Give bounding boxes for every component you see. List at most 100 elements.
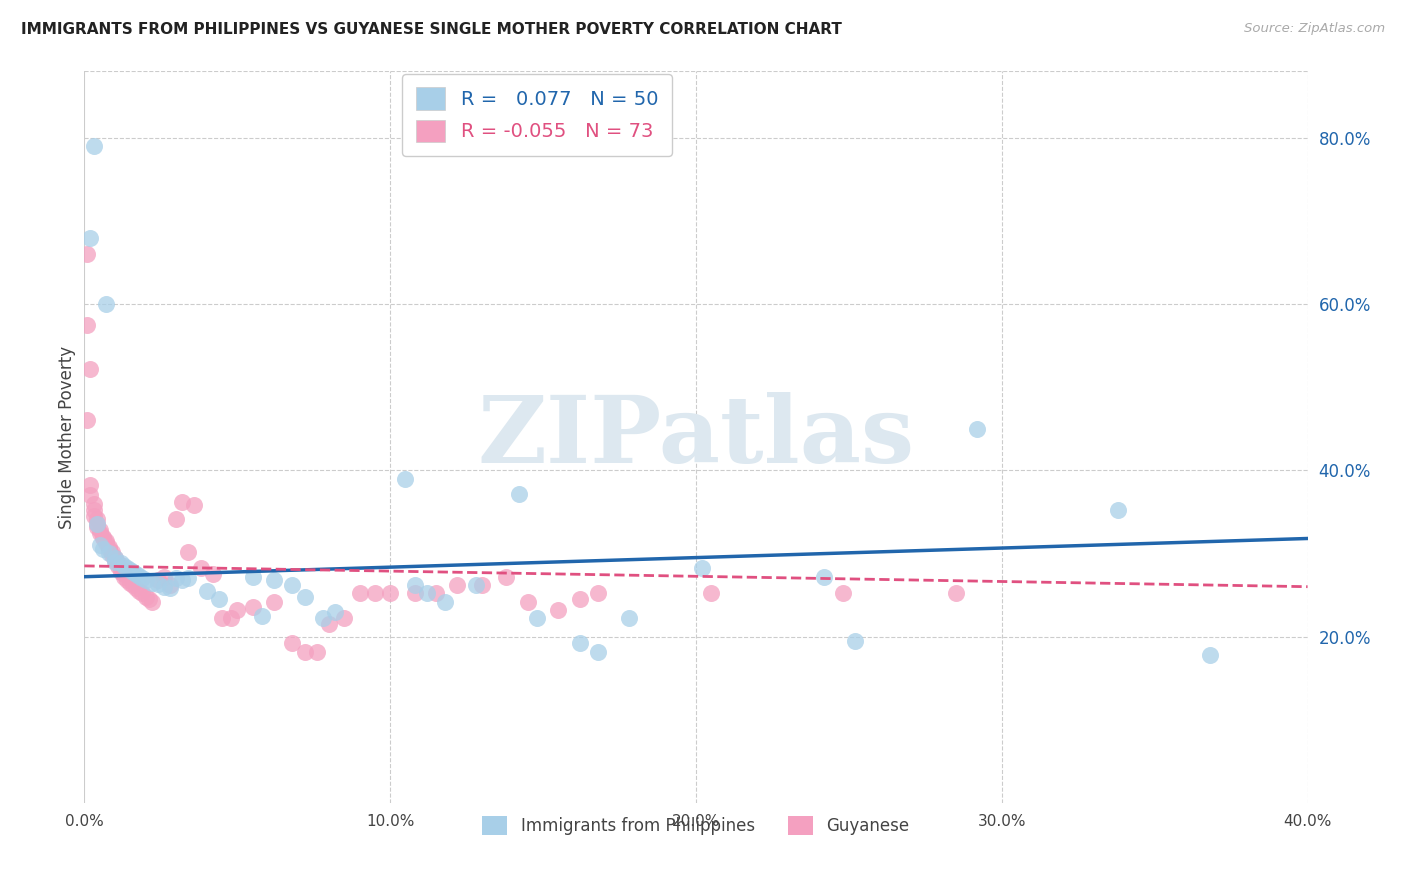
- Point: [172, 495, 194, 509]
- Point: [349, 586, 371, 600]
- Point: [125, 567, 148, 582]
- Point: [97, 546, 120, 560]
- Point: [120, 575, 142, 590]
- Point: [110, 561, 132, 575]
- Point: [364, 586, 387, 600]
- Point: [831, 586, 853, 600]
- Legend: Immigrants from Philippines, Guyanese: Immigrants from Philippines, Guyanese: [475, 809, 917, 842]
- Point: [568, 592, 591, 607]
- Point: [141, 594, 163, 608]
- Point: [115, 573, 138, 587]
- Point: [945, 586, 967, 600]
- Point: [394, 472, 416, 486]
- Point: [159, 578, 181, 592]
- Point: [404, 586, 426, 600]
- Point: [104, 553, 127, 567]
- Point: [138, 592, 160, 607]
- Point: [135, 590, 157, 604]
- Point: [586, 644, 609, 658]
- Point: [112, 570, 135, 584]
- Point: [177, 545, 200, 559]
- Point: [294, 644, 316, 658]
- Point: [112, 558, 135, 573]
- Point: [76, 413, 98, 427]
- Point: [281, 636, 304, 650]
- Point: [86, 520, 108, 534]
- Point: [195, 583, 218, 598]
- Point: [700, 586, 723, 600]
- Point: [91, 542, 114, 557]
- Point: [76, 318, 98, 332]
- Point: [404, 578, 426, 592]
- Point: [146, 577, 169, 591]
- Point: [79, 362, 101, 376]
- Point: [250, 608, 273, 623]
- Point: [305, 644, 328, 658]
- Point: [89, 525, 111, 540]
- Point: [312, 611, 335, 625]
- Point: [380, 586, 402, 600]
- Point: [97, 540, 120, 554]
- Point: [425, 586, 447, 600]
- Point: [131, 571, 153, 585]
- Point: [110, 565, 132, 579]
- Point: [146, 573, 169, 587]
- Point: [76, 247, 98, 261]
- Point: [125, 582, 148, 596]
- Point: [79, 488, 101, 502]
- Point: [94, 536, 117, 550]
- Point: [83, 503, 105, 517]
- Point: [135, 573, 157, 587]
- Point: [263, 573, 285, 587]
- Point: [104, 550, 127, 565]
- Point: [201, 567, 224, 582]
- Point: [813, 570, 835, 584]
- Point: [104, 555, 127, 569]
- Point: [122, 578, 145, 592]
- Point: [86, 511, 108, 525]
- Point: [226, 603, 249, 617]
- Y-axis label: Single Mother Poverty: Single Mother Poverty: [58, 345, 76, 529]
- Point: [122, 565, 145, 579]
- Point: [79, 478, 101, 492]
- Point: [112, 567, 135, 582]
- Point: [294, 590, 316, 604]
- Point: [165, 571, 187, 585]
- Point: [128, 569, 150, 583]
- Point: [101, 545, 124, 559]
- Point: [966, 422, 988, 436]
- Point: [83, 497, 105, 511]
- Point: [1107, 503, 1129, 517]
- Point: [97, 542, 120, 557]
- Point: [91, 532, 114, 546]
- Point: [586, 586, 609, 600]
- Point: [190, 561, 212, 575]
- Point: [115, 561, 138, 575]
- Point: [89, 523, 111, 537]
- Point: [526, 611, 548, 625]
- Point: [242, 600, 264, 615]
- Text: Source: ZipAtlas.com: Source: ZipAtlas.com: [1244, 22, 1385, 36]
- Point: [690, 561, 713, 575]
- Point: [110, 557, 132, 571]
- Point: [104, 550, 127, 565]
- Point: [91, 530, 114, 544]
- Point: [1198, 648, 1220, 662]
- Point: [86, 517, 108, 532]
- Point: [333, 611, 356, 625]
- Point: [177, 571, 200, 585]
- Point: [568, 636, 591, 650]
- Point: [323, 605, 346, 619]
- Point: [94, 297, 117, 311]
- Point: [79, 230, 101, 244]
- Point: [153, 580, 176, 594]
- Point: [172, 573, 194, 587]
- Point: [434, 594, 457, 608]
- Point: [617, 611, 640, 625]
- Point: [242, 570, 264, 584]
- Point: [281, 578, 304, 592]
- Point: [844, 633, 866, 648]
- Point: [159, 582, 181, 596]
- Point: [508, 486, 530, 500]
- Text: IMMIGRANTS FROM PHILIPPINES VS GUYANESE SINGLE MOTHER POVERTY CORRELATION CHART: IMMIGRANTS FROM PHILIPPINES VS GUYANESE …: [21, 22, 842, 37]
